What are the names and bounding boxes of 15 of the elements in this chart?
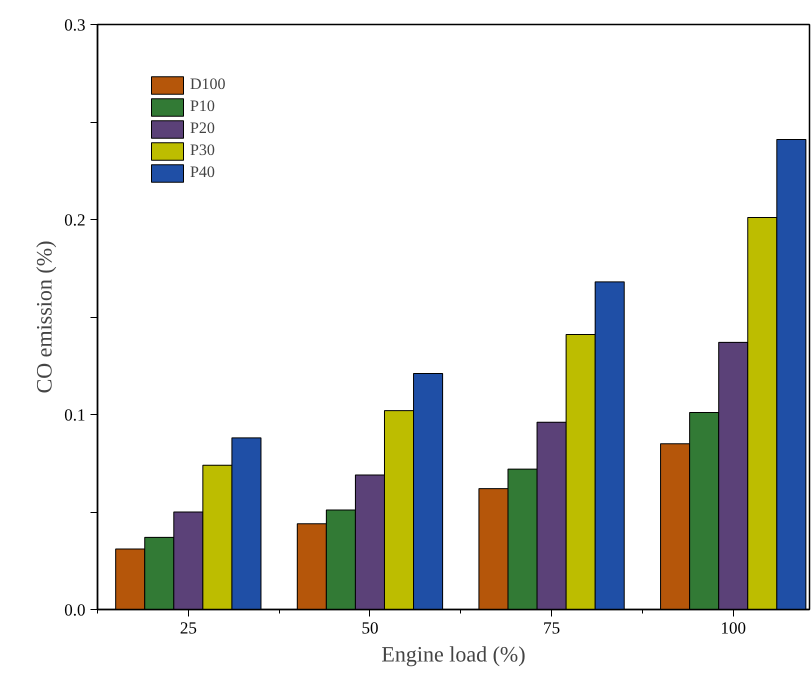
legend-label: P10 [190,97,215,117]
y-tick-label: 0.1 [64,406,86,424]
legend-label: P40 [190,163,215,183]
x-tick-label: 75 [543,618,560,638]
legend-label: D100 [190,75,226,95]
x-axis-title: Engine load (%) [381,642,526,666]
x-tick-label: 25 [180,618,197,638]
legend-label: P30 [190,141,215,161]
y-tick-label: 0.3 [64,16,86,34]
y-tick-label: 0.2 [64,210,86,230]
x-tick-label: 50 [361,618,378,638]
x-tick-label: 100 [720,618,746,638]
legend-label: P20 [190,119,215,139]
y-axis-title: CO emission (%) [31,240,56,394]
y-tick-label: 0.0 [64,600,86,620]
